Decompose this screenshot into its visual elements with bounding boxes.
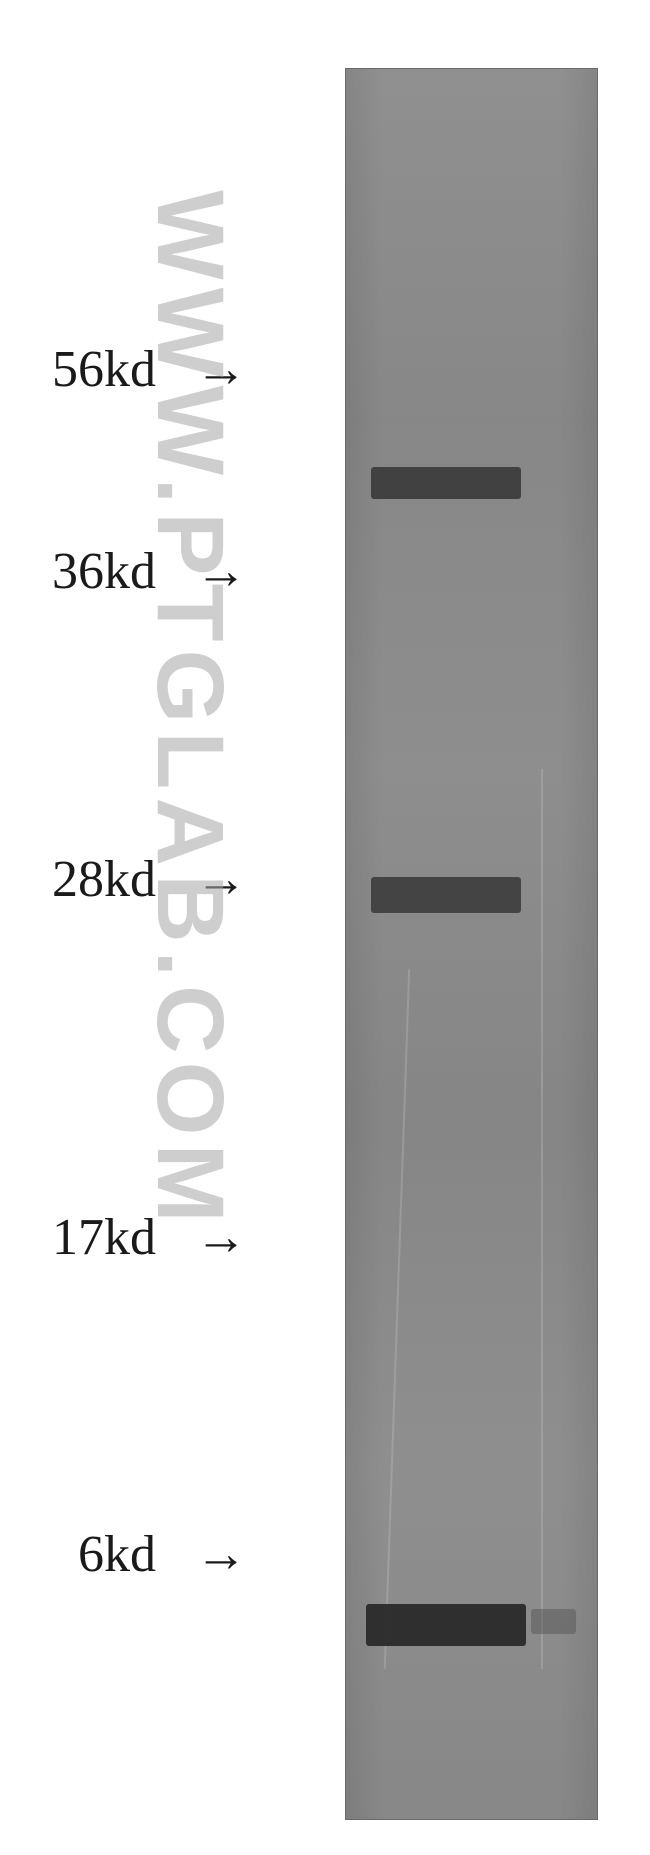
protein-band-3 [531, 1609, 576, 1634]
mw-marker-arrow-2: → [195, 850, 247, 909]
lane-texture [346, 69, 597, 1819]
western-blot-figure: WWW.PTGLAB.COM 56kd→36kd→28kd→17kd→6kd→ [0, 0, 650, 1855]
lane-streak-1 [541, 769, 543, 1669]
mw-marker-label-1: 36kd [52, 542, 156, 601]
mw-marker-arrow-4: → [195, 1525, 247, 1584]
mw-marker-label-2: 28kd [52, 850, 156, 909]
mw-marker-arrow-0: → [195, 340, 247, 399]
protein-band-1 [371, 877, 521, 913]
protein-band-2 [366, 1604, 526, 1646]
mw-marker-label-0: 56kd [52, 340, 156, 399]
blot-lane [345, 68, 598, 1820]
protein-band-0 [371, 467, 521, 499]
mw-marker-label-3: 17kd [52, 1208, 156, 1267]
mw-marker-arrow-1: → [195, 542, 247, 601]
mw-marker-arrow-3: → [195, 1208, 247, 1267]
mw-marker-label-4: 6kd [78, 1525, 156, 1584]
